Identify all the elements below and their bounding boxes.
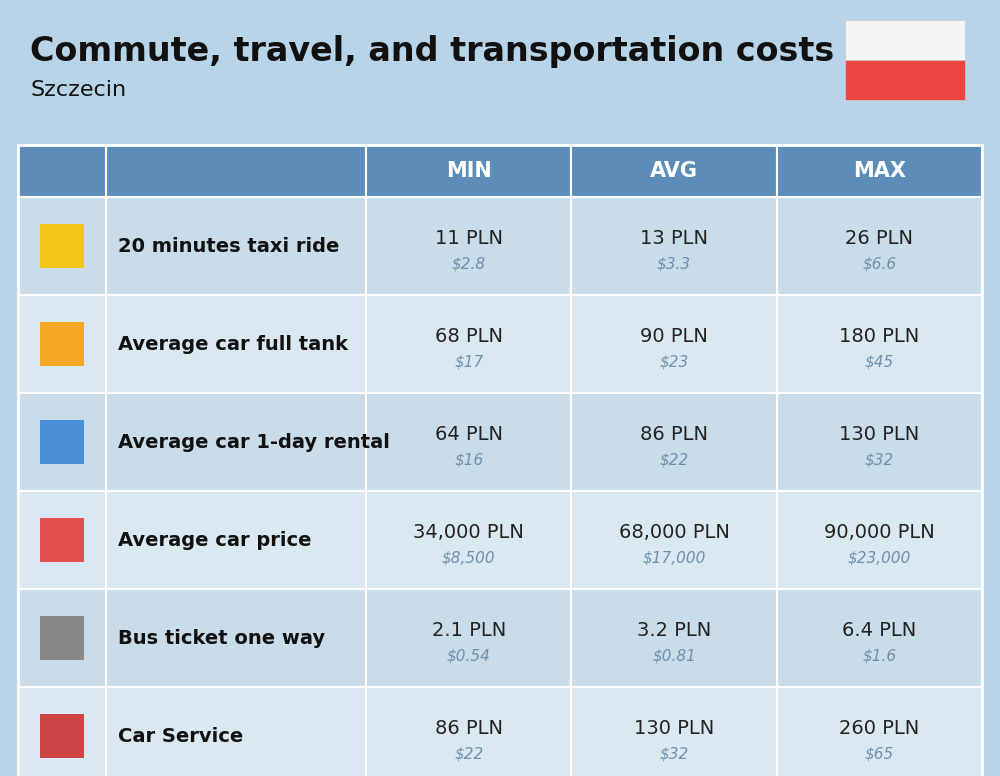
Text: $3.3: $3.3 [657, 256, 691, 271]
Text: 64 PLN: 64 PLN [435, 424, 503, 444]
Text: $1.6: $1.6 [862, 648, 896, 663]
Bar [366, 295, 571, 393]
Bar [18, 197, 106, 295]
Text: $45: $45 [865, 354, 894, 369]
Bar [40, 224, 84, 268]
Text: Average car 1-day rental: Average car 1-day rental [118, 432, 390, 452]
Bar [571, 589, 777, 687]
Text: MAX: MAX [853, 161, 906, 181]
Text: $16: $16 [454, 452, 483, 467]
Text: 86 PLN: 86 PLN [435, 719, 503, 738]
Text: $0.54: $0.54 [447, 648, 491, 663]
Bar [18, 145, 982, 776]
Bar [40, 518, 84, 562]
Bar [18, 491, 106, 589]
Text: $8,500: $8,500 [442, 550, 495, 565]
Text: 130 PLN: 130 PLN [839, 424, 919, 444]
Bar [366, 589, 571, 687]
Bar [106, 145, 366, 197]
Text: Bus ticket one way: Bus ticket one way [118, 629, 325, 647]
Text: 13 PLN: 13 PLN [640, 229, 708, 248]
Bar [571, 491, 777, 589]
Text: 11 PLN: 11 PLN [435, 229, 503, 248]
Bar [571, 145, 777, 197]
Text: $0.81: $0.81 [652, 648, 696, 663]
Text: 90 PLN: 90 PLN [640, 327, 708, 345]
Bar [366, 197, 571, 295]
Text: Average car price: Average car price [118, 531, 312, 549]
Text: Average car full tank: Average car full tank [118, 334, 348, 354]
Bar [366, 687, 571, 776]
Text: 2.1 PLN: 2.1 PLN [432, 621, 506, 639]
Text: Commute, travel, and transportation costs: Commute, travel, and transportation cost… [30, 36, 834, 68]
Text: 3.2 PLN: 3.2 PLN [637, 621, 711, 639]
Text: 90,000 PLN: 90,000 PLN [824, 523, 935, 542]
Bar [40, 420, 84, 464]
Bar [18, 295, 106, 393]
Text: 20 minutes taxi ride: 20 minutes taxi ride [118, 237, 339, 255]
Bar [366, 145, 571, 197]
Bar [845, 20, 965, 60]
Text: 260 PLN: 260 PLN [839, 719, 919, 738]
Text: $32: $32 [865, 452, 894, 467]
Bar [40, 322, 84, 366]
Text: $22: $22 [454, 747, 483, 761]
Bar [571, 197, 777, 295]
Bar [106, 687, 366, 776]
Text: $6.6: $6.6 [862, 256, 896, 271]
Text: Szczecin: Szczecin [30, 80, 126, 100]
Bar [777, 687, 982, 776]
Text: $23,000: $23,000 [848, 550, 911, 565]
Text: $2.8: $2.8 [452, 256, 486, 271]
Text: MIN: MIN [446, 161, 492, 181]
Text: $23: $23 [659, 354, 689, 369]
Bar [366, 491, 571, 589]
Bar [18, 687, 106, 776]
Bar [777, 295, 982, 393]
Text: 68,000 PLN: 68,000 PLN [619, 523, 729, 542]
Bar [571, 687, 777, 776]
Bar [777, 589, 982, 687]
Bar [106, 393, 366, 491]
Text: 180 PLN: 180 PLN [839, 327, 919, 345]
Bar [366, 393, 571, 491]
Bar [18, 145, 106, 197]
Text: 68 PLN: 68 PLN [435, 327, 503, 345]
Bar [106, 589, 366, 687]
Bar [777, 393, 982, 491]
Text: 34,000 PLN: 34,000 PLN [413, 523, 524, 542]
Text: AVG: AVG [650, 161, 698, 181]
Bar [18, 393, 106, 491]
Bar [571, 393, 777, 491]
Text: $17: $17 [454, 354, 483, 369]
Text: $32: $32 [659, 747, 689, 761]
Text: 130 PLN: 130 PLN [634, 719, 714, 738]
Bar [571, 295, 777, 393]
Bar [40, 616, 84, 660]
Text: $65: $65 [865, 747, 894, 761]
Text: $17,000: $17,000 [642, 550, 706, 565]
Bar [777, 197, 982, 295]
Text: 6.4 PLN: 6.4 PLN [842, 621, 916, 639]
Bar [777, 491, 982, 589]
Bar [40, 714, 84, 758]
Bar [777, 145, 982, 197]
Bar [106, 491, 366, 589]
Text: $22: $22 [659, 452, 689, 467]
Bar [106, 295, 366, 393]
Text: 26 PLN: 26 PLN [845, 229, 913, 248]
Text: 86 PLN: 86 PLN [640, 424, 708, 444]
Bar [845, 60, 965, 100]
Text: Car Service: Car Service [118, 726, 243, 746]
Bar [106, 197, 366, 295]
Bar [18, 589, 106, 687]
